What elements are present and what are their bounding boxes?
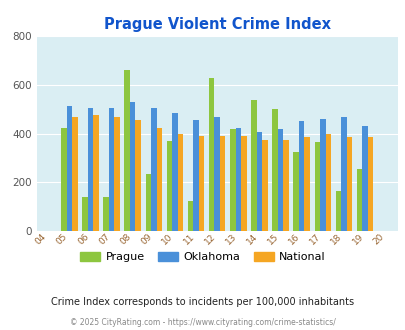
Bar: [87, 108, 93, 231]
Title: Prague Violent Crime Index: Prague Violent Crime Index: [103, 17, 330, 32]
Bar: [262, 140, 267, 231]
Bar: [66, 106, 72, 231]
Bar: [172, 113, 177, 231]
Text: Crime Index corresponds to incidents per 100,000 inhabitants: Crime Index corresponds to incidents per…: [51, 297, 354, 307]
Bar: [251, 100, 256, 231]
Text: © 2025 CityRating.com - https://www.cityrating.com/crime-statistics/: © 2025 CityRating.com - https://www.city…: [70, 318, 335, 327]
Bar: [230, 129, 235, 231]
Bar: [209, 78, 214, 231]
Bar: [193, 120, 198, 231]
Bar: [283, 140, 288, 231]
Bar: [220, 136, 225, 231]
Bar: [235, 128, 241, 231]
Bar: [177, 134, 183, 231]
Bar: [188, 201, 193, 231]
Bar: [272, 109, 277, 231]
Bar: [304, 137, 309, 231]
Bar: [298, 121, 304, 231]
Bar: [145, 174, 151, 231]
Bar: [93, 115, 98, 231]
Bar: [256, 132, 262, 231]
Bar: [346, 137, 352, 231]
Bar: [335, 191, 341, 231]
Bar: [325, 134, 330, 231]
Bar: [124, 70, 130, 231]
Bar: [356, 169, 362, 231]
Bar: [367, 137, 373, 231]
Bar: [114, 116, 119, 231]
Bar: [214, 116, 220, 231]
Bar: [166, 141, 172, 231]
Bar: [103, 197, 109, 231]
Bar: [82, 197, 87, 231]
Bar: [277, 129, 283, 231]
Bar: [293, 152, 298, 231]
Bar: [156, 128, 162, 231]
Bar: [151, 108, 156, 231]
Bar: [72, 116, 77, 231]
Bar: [198, 136, 204, 231]
Bar: [109, 108, 114, 231]
Legend: Prague, Oklahoma, National: Prague, Oklahoma, National: [75, 248, 330, 267]
Bar: [135, 120, 141, 231]
Bar: [61, 128, 66, 231]
Bar: [314, 142, 319, 231]
Bar: [130, 102, 135, 231]
Bar: [362, 126, 367, 231]
Bar: [319, 119, 325, 231]
Bar: [241, 136, 246, 231]
Bar: [341, 116, 346, 231]
